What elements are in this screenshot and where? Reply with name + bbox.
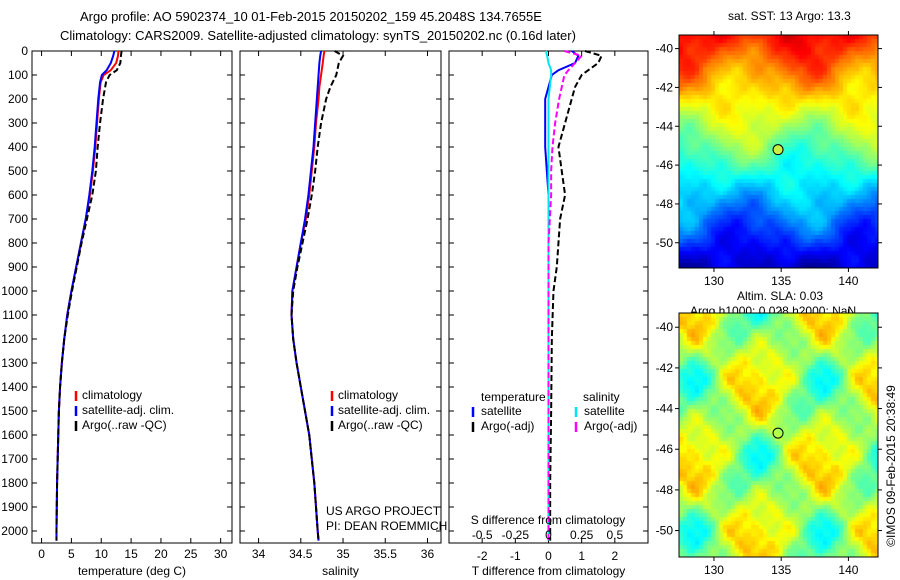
map-frame-sst_map: [678, 34, 879, 269]
legend-label: satellite-adj. clim.: [338, 403, 430, 417]
y-tick-label: 0: [21, 44, 28, 58]
legend-label: satellite: [584, 404, 625, 418]
legend-label: Argo(..raw -QC): [338, 418, 423, 432]
y-tick-label: 1500: [1, 404, 28, 418]
y-tick-label: 300: [8, 116, 28, 130]
x-tick-label: 25: [184, 547, 198, 561]
y-tick-label: 400: [8, 140, 28, 154]
y-tick-label: 100: [8, 68, 28, 82]
x-tick-label: 0: [38, 547, 45, 561]
map-y-tick-label: -42: [656, 80, 674, 94]
map-y-tick-label: -46: [656, 158, 674, 172]
x2-tick-label: 0.25: [570, 528, 594, 542]
map-x-tick-label: 135: [771, 563, 791, 577]
map-y-tick-label: -46: [656, 442, 674, 456]
y-tick-label: 1700: [1, 452, 28, 466]
series-line-climatology: [290, 50, 326, 541]
map-x-tick-label: 140: [838, 563, 858, 577]
x2-tick-label: -0.5: [472, 528, 493, 542]
legend-label: Argo(-adj): [481, 419, 534, 433]
x-axis-label: T difference from climatology: [472, 564, 626, 578]
y-tick-label: 1600: [1, 428, 28, 442]
y-tick-label: 1200: [1, 332, 28, 346]
map-y-tick-label: -40: [656, 320, 674, 334]
x-tick-label: 36: [421, 547, 435, 561]
x-tick-label: 1: [578, 549, 585, 563]
x-tick-label: 0: [545, 549, 552, 563]
y-tick-label: 800: [8, 236, 28, 250]
x-axis-label: salinity: [322, 564, 359, 578]
x-tick-label: 2: [611, 549, 618, 563]
legend-label: Argo(..raw -QC): [82, 418, 167, 432]
legend-title-salinity: salinity: [583, 390, 620, 404]
y-tick-label: 1300: [1, 356, 28, 370]
y-tick-label: 1100: [2, 308, 28, 322]
x-tick-label: 34: [252, 547, 266, 561]
legend-label: satellite-adj. clim.: [82, 403, 174, 417]
series-line-s-argo-adj-: [547, 50, 584, 541]
series-line-climatology: [55, 50, 120, 541]
argo-float-location-marker: [772, 144, 784, 156]
map-x-tick-label: 130: [704, 563, 724, 577]
y-tick-label: 1900: [1, 500, 28, 514]
legend-label: Argo(-adj): [584, 419, 637, 433]
series-line-satellite-adj-clim-: [55, 50, 116, 541]
map-y-tick-label: -44: [656, 119, 674, 133]
legend-label: satellite: [481, 404, 522, 418]
x-tick-label: 35.5: [374, 547, 398, 561]
x2-axis-label: S difference from climatology: [471, 513, 626, 527]
credit-line1: US ARGO PROJECT: [326, 504, 441, 518]
x-tick-label: 5: [68, 547, 75, 561]
x-tick-label: 34.5: [289, 547, 313, 561]
map-x-tick-label: 140: [838, 274, 858, 288]
series-line-argo-raw-qc-: [55, 50, 123, 541]
map-x-tick-label: 130: [704, 274, 724, 288]
y-tick-label: 900: [8, 260, 28, 274]
x-tick-label: -2: [477, 549, 488, 563]
x-tick-label: -1: [510, 549, 521, 563]
y-tick-label: 700: [8, 212, 28, 226]
map-x-tick-label: 135: [771, 274, 791, 288]
map-y-tick-label: -44: [656, 402, 674, 416]
sla-map-title: Altim. SLA: 0.03: [737, 289, 824, 303]
panel-frame-temperature: [31, 50, 233, 544]
panel-frame-salinity: [239, 50, 442, 544]
series-line-t-argo-adj-: [549, 50, 603, 541]
legend-label: climatology: [82, 388, 142, 402]
y-tick-label: 2000: [1, 524, 28, 538]
legend-label: climatology: [338, 388, 398, 402]
credit-line2: PI: DEAN ROEMMICH: [326, 519, 448, 533]
map-y-tick-label: -50: [656, 236, 674, 250]
map-y-tick-label: -50: [656, 524, 674, 538]
y-tick-label: 200: [8, 92, 28, 106]
map-y-tick-label: -42: [656, 361, 674, 375]
sst-map-title: sat. SST: 13 Argo: 13.3: [728, 9, 851, 23]
title-line2: Climatology: CARS2009. Satellite-adjuste…: [60, 28, 576, 43]
map-y-tick-label: -48: [656, 483, 674, 497]
y-tick-label: 1800: [1, 476, 28, 490]
argo-float-location-marker: [772, 427, 784, 439]
map-y-tick-label: -48: [656, 197, 674, 211]
title-line1: Argo profile: AO 5902374_10 01-Feb-2015 …: [80, 9, 542, 24]
legend-title-temperature: temperature: [481, 390, 546, 404]
x2-tick-label: 0.5: [606, 528, 623, 542]
y-tick-label: 1400: [1, 380, 28, 394]
x2-tick-label: -0.25: [502, 528, 530, 542]
map-frame-sla_map: [678, 312, 879, 558]
x-axis-label: temperature (deg C): [78, 564, 186, 578]
series-line-argo-raw-qc-: [290, 50, 345, 541]
x-tick-label: 10: [95, 547, 109, 561]
y-tick-label: 600: [8, 188, 28, 202]
y-tick-label: 1000: [1, 284, 28, 298]
x-tick-label: 15: [124, 547, 138, 561]
sla-map-image: [679, 313, 878, 557]
map-y-tick-label: -40: [656, 42, 674, 56]
x-tick-label: 30: [214, 547, 228, 561]
y-tick-label: 500: [8, 164, 28, 178]
x-tick-label: 20: [154, 547, 168, 561]
x-tick-label: 35: [336, 547, 350, 561]
x2-tick-label: 0: [545, 528, 552, 542]
